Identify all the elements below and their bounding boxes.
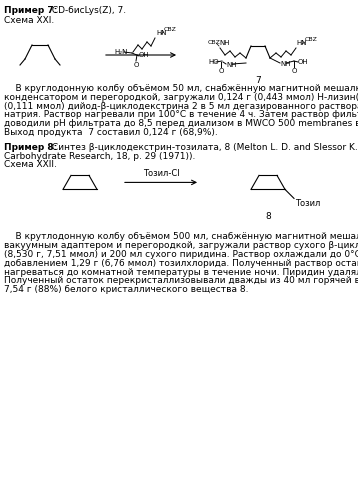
Text: H₂N: H₂N [114,49,127,55]
Text: конденсатором и перегородкой, загружали 0,124 г (0,443 ммол) Н-лизин(Z)-ОХ и 0,1: конденсатором и перегородкой, загружали … [4,93,358,102]
Text: NH: NH [226,62,237,68]
Text: HN: HN [156,30,166,36]
Text: Carbohydrate Research, 18, p. 29 (1971)).: Carbohydrate Research, 18, p. 29 (1971))… [4,152,195,161]
Text: NH: NH [280,61,290,67]
Text: Схема XXI.: Схема XXI. [4,16,54,25]
Text: В крутлодонную колбу объёмом 500 мл, снабжённую магнитной мешалкой,: В крутлодонную колбу объёмом 500 мл, сна… [4,233,358,242]
Text: HO: HO [208,59,219,65]
Text: В круглодонную колбу объёмом 50 мл, снабжённую магнитной мешалкой,: В круглодонную колбу объёмом 50 мл, снаб… [4,84,358,93]
Text: CBZ: CBZ [305,37,318,42]
Text: Тозил: Тозил [295,200,320,209]
Text: Синтез β-циклодекстрин-тозилата, 8 (Melton L. D. and Slessor K. N.,: Синтез β-циклодекстрин-тозилата, 8 (Melt… [49,143,358,152]
Text: CBZ: CBZ [208,40,221,45]
Text: нагреваться до комнатной температуры в течение ночи. Пиридин удаляли в вакууме.: нагреваться до комнатной температуры в т… [4,267,358,276]
Text: Полученный остаток перекристаллизовывали дважды из 40 мл горячей воды и получали: Полученный остаток перекристаллизовывали… [4,276,358,285]
Text: O: O [291,68,297,74]
Text: вакуумным адаптером и перегородкой, загружали раствор сухого β-цикло-декстрина: вакуумным адаптером и перегородкой, загр… [4,241,358,250]
Text: O: O [133,62,139,68]
Text: Пример 7:: Пример 7: [4,6,57,15]
Text: CD-бисLys(Z), 7.: CD-бисLys(Z), 7. [49,6,126,15]
Text: OH: OH [139,52,150,58]
Text: 7: 7 [255,76,261,85]
Text: (8,530 г, 7,51 ммол) и 200 мл сухого пиридина. Раствор охлаждали до 0°C перед: (8,530 г, 7,51 ммол) и 200 мл сухого пир… [4,250,358,259]
Text: Тозил-Cl: Тозил-Cl [143,169,179,179]
Text: Пример 8:: Пример 8: [4,143,57,152]
Text: доводили pH фильтрата до 8,5 перед диализом в MWCO 500 membranes в течение 24 ч.: доводили pH фильтрата до 8,5 перед диали… [4,119,358,128]
Text: добавлением 1,29 г (6,76 ммол) тозилхлорида. Полученный раствор оставляли: добавлением 1,29 г (6,76 ммол) тозилхлор… [4,259,358,268]
Text: OH: OH [298,59,309,65]
Text: (0,111 ммол) дийод-β-циклодекстрина 2 в 5 мл дегазированного раствора карбоната: (0,111 ммол) дийод-β-циклодекстрина 2 в … [4,102,358,111]
Text: Выход продукта  7 составил 0,124 г (68,9%).: Выход продукта 7 составил 0,124 г (68,9%… [4,128,218,137]
Text: NH: NH [219,40,229,46]
Text: O: O [218,68,224,74]
Text: HN: HN [296,40,306,46]
Text: 7,54 г (88%) белого кристаллического вещества 8.: 7,54 г (88%) белого кристаллического вещ… [4,285,248,294]
Text: CBZ: CBZ [164,27,177,32]
Text: 8: 8 [265,213,271,222]
Text: натрия. Раствор нагревали при 100°C в течение 4 ч. Затем раствор фильтровали и: натрия. Раствор нагревали при 100°C в те… [4,110,358,119]
Text: Схема XXII.: Схема XXII. [4,160,57,169]
